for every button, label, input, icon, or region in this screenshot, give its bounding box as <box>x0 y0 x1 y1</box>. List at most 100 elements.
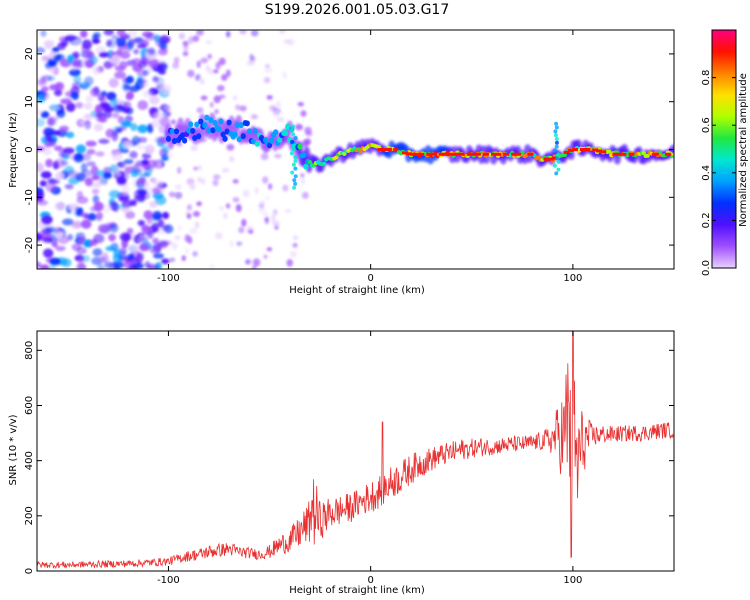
noise-blob <box>81 212 89 219</box>
noise-blob <box>225 69 231 78</box>
ridge-point <box>234 122 240 129</box>
noise-blob <box>136 144 145 150</box>
colorbar-tick-label: 0.0 <box>701 260 712 276</box>
noise-blob <box>266 247 273 252</box>
noise-blob <box>60 160 69 166</box>
spike-point <box>291 143 296 148</box>
noise-blob <box>90 87 101 98</box>
noise-blob <box>121 200 133 209</box>
noise-blob <box>85 140 97 147</box>
noise-blob <box>108 78 119 88</box>
noise-blob <box>232 95 238 101</box>
noise-blob <box>174 235 181 241</box>
noise-blob <box>187 69 195 78</box>
ridge-point <box>202 122 208 129</box>
ridge-peak <box>491 152 498 156</box>
noise-blob <box>238 226 245 234</box>
noise-blob <box>189 227 198 235</box>
spike-point <box>554 121 559 126</box>
spike-point <box>289 128 294 133</box>
noise-blob <box>133 48 140 55</box>
noise-blob <box>119 232 132 242</box>
noise-blob <box>121 239 129 249</box>
noise-blob <box>56 108 66 118</box>
noise-blob <box>200 78 205 85</box>
noise-blob <box>76 172 86 182</box>
noise-blob <box>264 67 273 73</box>
noise-blob <box>92 38 101 44</box>
noise-blob <box>159 84 172 94</box>
spike-point <box>553 129 558 134</box>
noise-blob <box>126 59 136 67</box>
noise-blob <box>49 116 59 122</box>
ridge-peak <box>385 148 392 151</box>
noise-blob <box>270 214 276 222</box>
snr-ytick-label: 600 <box>24 396 35 415</box>
noise-blob <box>65 131 75 139</box>
noise-blob <box>77 256 85 267</box>
noise-blob <box>162 211 170 220</box>
noise-blob <box>145 159 158 168</box>
noise-blob <box>109 222 119 233</box>
noise-blob <box>62 218 74 226</box>
ridge-peak <box>592 148 599 152</box>
noise-blob <box>111 151 123 161</box>
noise-blob <box>122 141 132 149</box>
noise-blob <box>282 184 289 192</box>
noise-blob <box>250 30 259 37</box>
noise-blob <box>168 191 176 198</box>
noise-blob <box>75 144 87 154</box>
noise-blob <box>169 257 175 262</box>
noise-blob <box>175 184 182 190</box>
noise-blob <box>121 185 130 196</box>
noise-blob <box>205 65 210 72</box>
noise-blob <box>37 162 44 173</box>
noise-blob <box>127 253 135 261</box>
spectrogram-ytick-label: 20 <box>24 48 35 61</box>
noise-blob <box>193 166 199 171</box>
ridge-point <box>190 127 196 134</box>
ridge-point <box>562 152 567 157</box>
noise-blob <box>161 144 170 155</box>
ridge-peak <box>442 152 449 156</box>
spike-point <box>552 163 557 168</box>
noise-blob <box>64 183 74 190</box>
spike-point <box>554 171 559 176</box>
spike-point <box>293 174 298 179</box>
noise-blob <box>212 69 219 74</box>
noise-blob <box>65 170 78 178</box>
spectrogram-ytick-label: -20 <box>24 237 35 253</box>
noise-blob <box>171 242 178 250</box>
ridge-peak <box>515 152 522 156</box>
ridge-peak <box>503 152 510 156</box>
noise-blob <box>188 36 194 44</box>
noise-blob <box>173 56 180 64</box>
ridge-point <box>250 138 256 145</box>
noise-blob <box>105 128 115 138</box>
noise-blob <box>113 265 121 269</box>
noise-blob <box>121 120 132 128</box>
spectrogram-y-label: Frequency (Hz) <box>8 112 19 188</box>
ridge-point <box>186 127 192 134</box>
noise-blob <box>55 171 64 181</box>
noise-blob <box>146 231 154 239</box>
noise-blob <box>165 104 173 113</box>
noise-blob <box>71 61 81 68</box>
noise-blob <box>118 254 125 262</box>
spike-point <box>293 155 298 160</box>
noise-blob <box>147 264 159 269</box>
noise-blob <box>94 111 101 122</box>
ridge-peak <box>612 152 619 156</box>
noise-blob <box>72 81 83 90</box>
ridge-peak <box>474 152 481 156</box>
noise-blob <box>152 210 163 221</box>
noise-blob <box>111 112 120 119</box>
noise-blob <box>141 159 149 166</box>
noise-blob <box>92 195 100 204</box>
ridge-point <box>224 128 230 135</box>
ridge-peak <box>438 152 445 156</box>
noise-blob <box>119 51 131 60</box>
spectrogram-ytick-label: -10 <box>24 189 35 205</box>
noise-blob <box>236 241 243 246</box>
noise-blob <box>137 234 149 244</box>
